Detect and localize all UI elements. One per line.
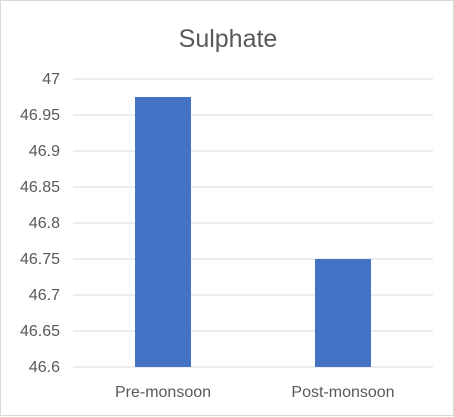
y-tick-label: 46.85	[20, 179, 60, 196]
y-tick-label: 47	[42, 71, 60, 88]
y-tick-label: 46.9	[29, 143, 60, 160]
bar-pre-monsoon	[135, 97, 191, 367]
bars	[135, 97, 371, 367]
gridlines	[73, 78, 433, 368]
y-tick-label: 46.7	[29, 287, 60, 304]
bar-post-monsoon	[315, 259, 371, 367]
y-tick-label: 46.65	[20, 323, 60, 340]
y-tick-label: 46.75	[20, 251, 60, 268]
x-category-label: Post-monsoon	[291, 384, 394, 401]
chart-title: Sulphate	[179, 25, 278, 53]
y-tick-label: 46.6	[29, 359, 60, 376]
x-category-label: Pre-monsoon	[115, 384, 211, 401]
y-tick-label: 46.95	[20, 107, 60, 124]
x-axis-category-labels: Pre-monsoon Post-monsoon	[115, 384, 395, 401]
y-tick-label: 46.8	[29, 215, 60, 232]
y-axis-tick-labels: 46.6 46.65 46.7 46.75 46.8 46.85 46.9 46.95 47	[20, 71, 60, 376]
